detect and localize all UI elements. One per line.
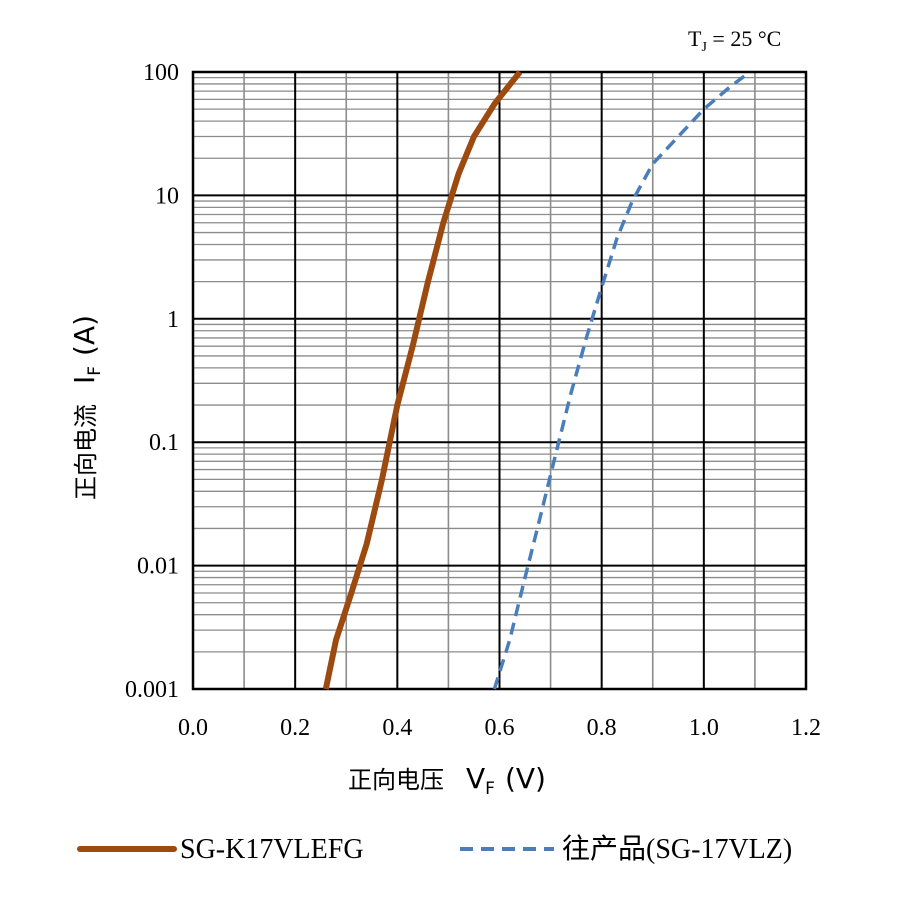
x-tick-label: 0.6 [485,715,515,741]
y-tick-label: 0.001 [125,677,179,703]
series-line-sg-17vlz [492,70,751,690]
y-tick-label: 10 [155,183,179,209]
series-layer [322,70,751,690]
legend-label-sg-k17vlefg: SG-K17VLEFG [180,834,364,865]
plot-frame [191,70,808,691]
x-tick-label: 1.0 [689,715,719,741]
y-tick-label: 0.1 [149,430,179,456]
legend-label-sg-17vlz: 往产品(SG-17VLZ) [562,833,792,865]
major-grid [193,72,806,689]
x-axis-label: 正向电压 VF (V) [348,762,546,799]
y-tick-label: 1 [167,307,179,333]
x-tick-label: 1.2 [791,715,821,741]
y-axis-label: 正向电流IF(A) [68,315,105,500]
x-tick-labels: 0.0 0.2 0.4 0.6 0.8 1.0 1.2 [178,715,821,741]
x-tick-label: 0.2 [280,715,310,741]
x-tick-label: 0.4 [382,715,412,741]
x-tick-label: 0.0 [178,715,208,741]
legend: SG-K17VLEFG 往产品(SG-17VLZ) [77,833,792,865]
temperature-annotation: TJ = 25 °C [688,26,781,55]
y-tick-label: 0.01 [137,554,179,580]
y-tick-labels: 0.001 0.01 0.1 1 10 100 [125,60,179,703]
y-tick-label: 100 [143,60,179,86]
series-line-sg-k17vlefg [322,70,523,690]
x-tick-label: 0.8 [587,715,617,741]
